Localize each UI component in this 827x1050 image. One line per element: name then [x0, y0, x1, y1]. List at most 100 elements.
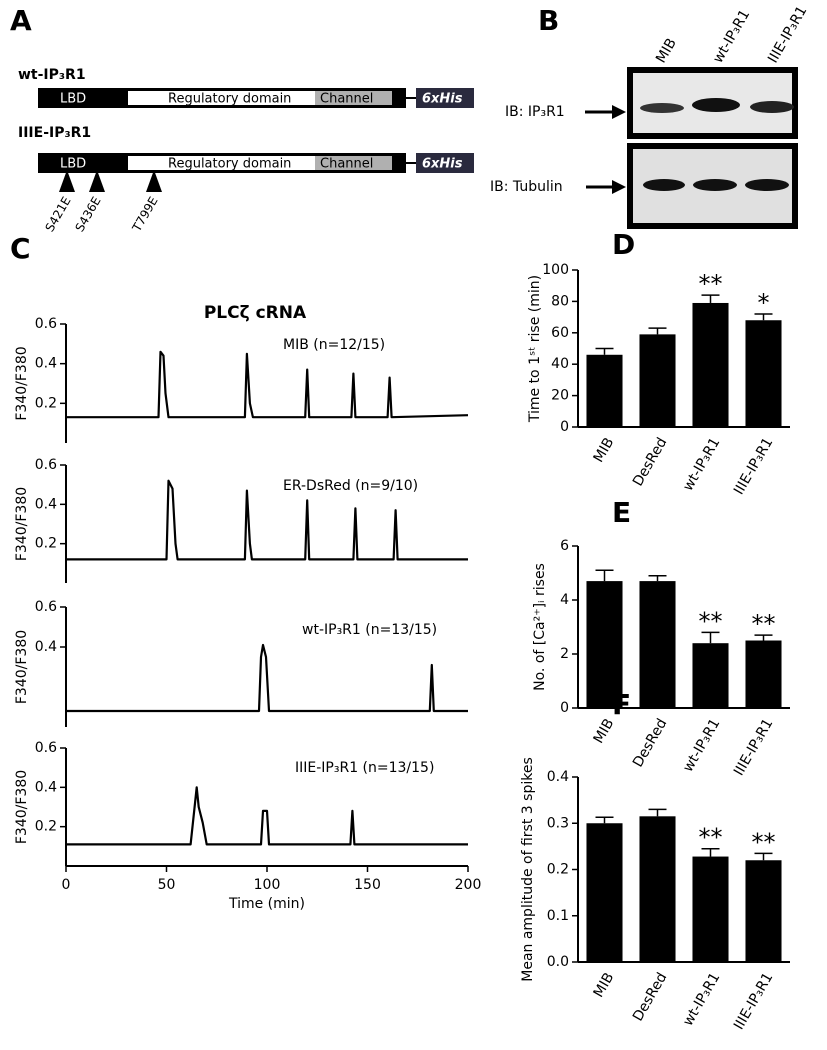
band	[745, 179, 789, 191]
y-tick-label: 4	[560, 592, 569, 608]
chart-title: PLCζ cRNA	[204, 303, 307, 323]
band	[692, 98, 740, 112]
domain-label: Regulatory domain	[168, 92, 291, 107]
y-tick-label: 80	[551, 293, 569, 309]
x-tick-label: IIIE-IP₃R1	[731, 970, 776, 1033]
band	[693, 179, 737, 191]
band	[640, 103, 684, 113]
panel-label: E	[612, 496, 631, 529]
x-tick-label: DesRed	[630, 435, 671, 489]
row-label: IB: Tubulin	[490, 179, 563, 195]
bar	[586, 581, 623, 708]
y-tick-label: 0	[560, 700, 569, 716]
domain-box	[128, 91, 315, 105]
y-tick-label: 0.3	[547, 815, 569, 831]
lane-label: MIB	[653, 36, 680, 66]
tag-box	[416, 88, 474, 108]
bar	[639, 581, 676, 708]
domain-box	[128, 156, 315, 170]
bar	[692, 302, 729, 427]
bar	[745, 860, 782, 962]
y-axis-label: F340/F380	[14, 346, 30, 420]
trace	[66, 786, 468, 846]
y-axis-label: No. of [Ca²⁺]ᵢ rises	[532, 563, 548, 691]
x-tick-label: DesRed	[630, 970, 671, 1024]
y-tick-label: 0.4	[35, 356, 57, 372]
y-axis-label: Time to 1ˢᵗ rise (min)	[527, 275, 543, 423]
y-tick-label: 0.4	[35, 639, 57, 655]
panel-label: C	[10, 232, 31, 265]
significance-label: **	[699, 824, 723, 852]
panel-label: D	[612, 228, 635, 261]
x-axis-label: Time (min)	[228, 896, 305, 912]
bar	[586, 354, 623, 427]
band	[750, 101, 794, 113]
x-tick-label: MIB	[591, 970, 618, 1000]
domain-label: 6xHis	[422, 157, 463, 172]
y-tick-label: 0.6	[35, 316, 57, 332]
trace-label: ER-DsRed (n=9/10)	[283, 478, 418, 494]
significance-label: **	[752, 828, 776, 856]
domain-box	[315, 91, 392, 105]
trace-label: wt-IP₃R1 (n=13/15)	[302, 622, 437, 638]
arrow-head	[612, 105, 626, 119]
construct-diagram: wt-IP₃R1 LBD Regulatory domain Channel 6…	[18, 67, 474, 235]
y-axis-label: Mean amplitude of first 3 spikes	[520, 757, 536, 982]
bar	[639, 334, 676, 427]
significance-label: *	[758, 289, 770, 317]
mutation-marker	[59, 170, 75, 192]
y-axis-label: F340/F380	[14, 487, 30, 561]
mutation-label: T799E	[129, 194, 161, 235]
y-tick-label: 20	[551, 388, 569, 404]
domain-label: 6xHis	[422, 92, 463, 107]
y-tick-label: 0.2	[35, 819, 57, 835]
domain-label: LBD	[60, 157, 86, 172]
y-tick-label: 0.2	[35, 536, 57, 552]
y-tick-label: 0.2	[547, 862, 569, 878]
significance-label: **	[699, 607, 723, 635]
tag-box	[416, 153, 474, 173]
band	[643, 179, 685, 191]
y-axis-label: F340/F380	[14, 770, 30, 844]
bar	[586, 823, 623, 962]
y-tick-label: 0.4	[547, 769, 569, 785]
x-tick-label: 50	[158, 877, 176, 893]
x-tick-label: wt-IP₃R1	[680, 435, 723, 494]
row-label: IB: IP₃R1	[505, 104, 565, 120]
construct-label: IIIE-IP₃R1	[18, 125, 91, 141]
mutation-marker	[89, 170, 105, 192]
bar	[745, 640, 782, 708]
significance-label: **	[699, 270, 723, 298]
bar	[745, 320, 782, 427]
y-tick-label: 0.2	[35, 395, 57, 411]
mutation-marker	[146, 170, 162, 192]
domain-label: Channel	[320, 92, 373, 107]
domain-label: Channel	[320, 157, 373, 172]
trace	[66, 643, 468, 713]
y-tick-label: 0.4	[35, 496, 57, 512]
y-tick-label: 0.6	[35, 457, 57, 473]
domain-box	[315, 156, 392, 170]
x-tick-label: 100	[254, 877, 281, 893]
y-tick-label: 0.6	[35, 599, 57, 615]
y-tick-label: 2	[560, 646, 569, 662]
x-tick-label: wt-IP₃R1	[680, 970, 723, 1029]
x-tick-label: 150	[354, 877, 381, 893]
trace-label: IIIE-IP₃R1 (n=13/15)	[295, 760, 434, 776]
panel-label: B	[538, 4, 559, 37]
bar	[692, 643, 729, 708]
y-tick-label: 0	[560, 419, 569, 435]
trace	[66, 350, 469, 419]
trace	[66, 479, 468, 561]
y-tick-label: 40	[551, 356, 569, 372]
x-tick-label: MIB	[591, 435, 618, 465]
y-tick-label: 0.4	[35, 779, 57, 795]
bar	[692, 856, 729, 962]
mutation-label: S421E	[42, 194, 73, 234]
panel-label: A	[10, 4, 32, 37]
y-tick-label: 0.6	[35, 740, 57, 756]
mutation-label: S436E	[72, 194, 103, 234]
x-tick-label: IIIE-IP₃R1	[731, 435, 776, 498]
x-tick-label: IIIE-IP₃R1	[731, 716, 776, 779]
